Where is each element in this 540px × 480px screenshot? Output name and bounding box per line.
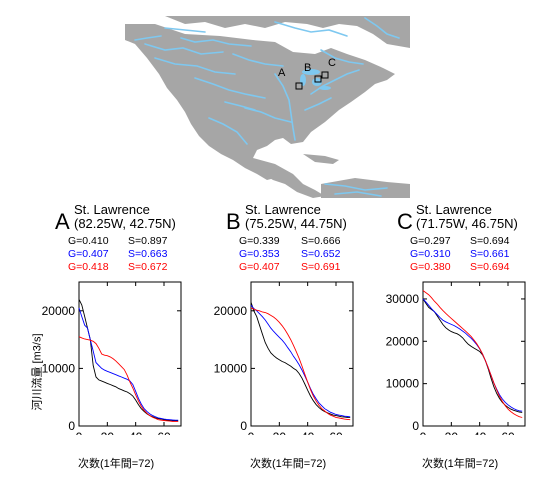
x-tick-label: 20 xyxy=(273,430,287,435)
x-tick-label: 60 xyxy=(157,430,171,435)
y-tick-label: 30000 xyxy=(386,292,420,306)
marker-b-label: B xyxy=(304,62,311,74)
x-tick-label: 0 xyxy=(248,430,255,435)
y-tick-label: 20000 xyxy=(214,304,248,318)
chart-panel-b: 0 20 40 60 0 10000 20000 xyxy=(214,281,354,435)
series-line-a-0 xyxy=(78,299,179,422)
marker-a-label: A xyxy=(278,67,286,79)
stat-g-blue-a: G=0.407 xyxy=(68,248,109,260)
stats-row-red-a: G=0.418 S=0.672 xyxy=(68,261,167,274)
stat-s-blue-a: S=0.663 xyxy=(128,248,168,260)
stat-g-blue-c: G=0.310 xyxy=(410,248,451,260)
stat-s-black-c: S=0.694 xyxy=(470,235,510,247)
x-tick-label: 40 xyxy=(473,430,487,435)
stats-row-black-b: G=0.339 S=0.666 xyxy=(239,235,340,248)
y-tick-label: 10000 xyxy=(386,377,420,391)
series-line-b-2 xyxy=(250,307,351,421)
station-coords-b: (75.25W, 44.75N) xyxy=(245,216,347,231)
marker-c-box xyxy=(321,71,329,79)
station-name-a: St. Lawrence xyxy=(74,202,150,217)
north-america-river-map-icon: A B C xyxy=(125,14,410,198)
marker-b-box xyxy=(314,75,322,83)
panel-letter-c: C xyxy=(397,209,413,234)
x-tick-label: 20 xyxy=(101,430,115,435)
series-line-a-1 xyxy=(78,307,179,421)
x-tick-label: 40 xyxy=(129,430,143,435)
series-line-b-0 xyxy=(250,302,351,418)
map-land-continent xyxy=(125,24,395,180)
stats-row-red-b: G=0.407 S=0.691 xyxy=(239,261,340,274)
x-tick-label: 0 xyxy=(76,430,83,435)
y-tick-label: 0 xyxy=(412,419,419,433)
plot-frame-b xyxy=(250,281,354,427)
x-axis-label-b: 次数(1年間=72) xyxy=(250,458,327,470)
stats-row-black-c: G=0.297 S=0.694 xyxy=(410,235,509,248)
stat-g-red-c: G=0.380 xyxy=(410,261,451,273)
x-tick-label: 40 xyxy=(301,430,315,435)
map-land-central-america xyxy=(253,158,325,198)
chart-panel-a: 0 20 40 60 0 10000 20000 xyxy=(42,281,182,435)
plot-frame-c xyxy=(422,281,526,427)
stat-g-black-c: G=0.297 xyxy=(410,235,451,247)
plot-frame-a xyxy=(78,281,182,427)
x-tick-label: 0 xyxy=(420,430,427,435)
chart-panel-c: 0 20 40 60 0 10000 20000 30000 xyxy=(386,281,526,435)
station-name-b: St. Lawrence xyxy=(245,202,321,217)
stats-row-blue-c: G=0.310 S=0.661 xyxy=(410,248,509,261)
station-coords-a: (82.25W, 42.75N) xyxy=(74,216,176,231)
y-tick-label: 10000 xyxy=(214,361,248,375)
marker-a-box xyxy=(295,82,303,90)
x-axis-label-a: 次数(1年間=72) xyxy=(78,458,155,470)
stat-g-red-a: G=0.418 xyxy=(68,261,109,273)
x-tick-label: 20 xyxy=(445,430,459,435)
panel-letter-b: B xyxy=(226,209,241,234)
stats-row-blue-b: G=0.353 S=0.652 xyxy=(239,248,340,261)
stat-s-red-c: S=0.694 xyxy=(470,261,510,273)
stat-s-red-a: S=0.672 xyxy=(128,261,168,273)
map-land-arctic xyxy=(165,16,410,48)
series-line-c-1 xyxy=(422,298,523,412)
river-network-map: A B C xyxy=(125,14,410,198)
x-tick-label: 60 xyxy=(501,430,515,435)
stat-s-blue-c: S=0.661 xyxy=(470,248,510,260)
stat-s-black-a: S=0.897 xyxy=(128,235,168,247)
series-line-c-2 xyxy=(422,290,523,418)
x-axis-label-c: 次数(1年間=72) xyxy=(422,458,499,470)
y-tick-label: 20000 xyxy=(386,334,420,348)
stat-s-black-b: S=0.666 xyxy=(301,235,341,247)
y-tick-label: 10000 xyxy=(42,361,76,375)
panel-letter-a: A xyxy=(55,209,70,234)
marker-c-label: C xyxy=(328,57,336,69)
stats-row-black-a: G=0.410 S=0.897 xyxy=(68,235,167,248)
stat-g-blue-b: G=0.353 xyxy=(239,248,280,260)
stat-g-red-b: G=0.407 xyxy=(239,261,280,273)
stat-g-black-b: G=0.339 xyxy=(239,235,280,247)
y-tick-label: 20000 xyxy=(42,304,76,318)
series-line-a-2 xyxy=(78,336,179,422)
x-tick-label: 60 xyxy=(329,430,343,435)
series-line-b-1 xyxy=(250,304,351,418)
stats-row-blue-a: G=0.407 S=0.663 xyxy=(68,248,167,261)
station-name-c: St. Lawrence xyxy=(416,202,492,217)
stat-s-red-b: S=0.691 xyxy=(301,261,341,273)
map-rivers xyxy=(134,17,400,197)
map-station-markers: A B C xyxy=(278,57,336,90)
stats-row-red-c: G=0.380 S=0.694 xyxy=(410,261,509,274)
y-tick-label: 0 xyxy=(240,419,247,433)
map-land-caribbean xyxy=(303,154,339,164)
stat-g-black-a: G=0.410 xyxy=(68,235,109,247)
station-coords-c: (71.75W, 46.75N) xyxy=(416,216,518,231)
stat-s-blue-b: S=0.652 xyxy=(301,248,341,260)
y-tick-label: 0 xyxy=(68,419,75,433)
